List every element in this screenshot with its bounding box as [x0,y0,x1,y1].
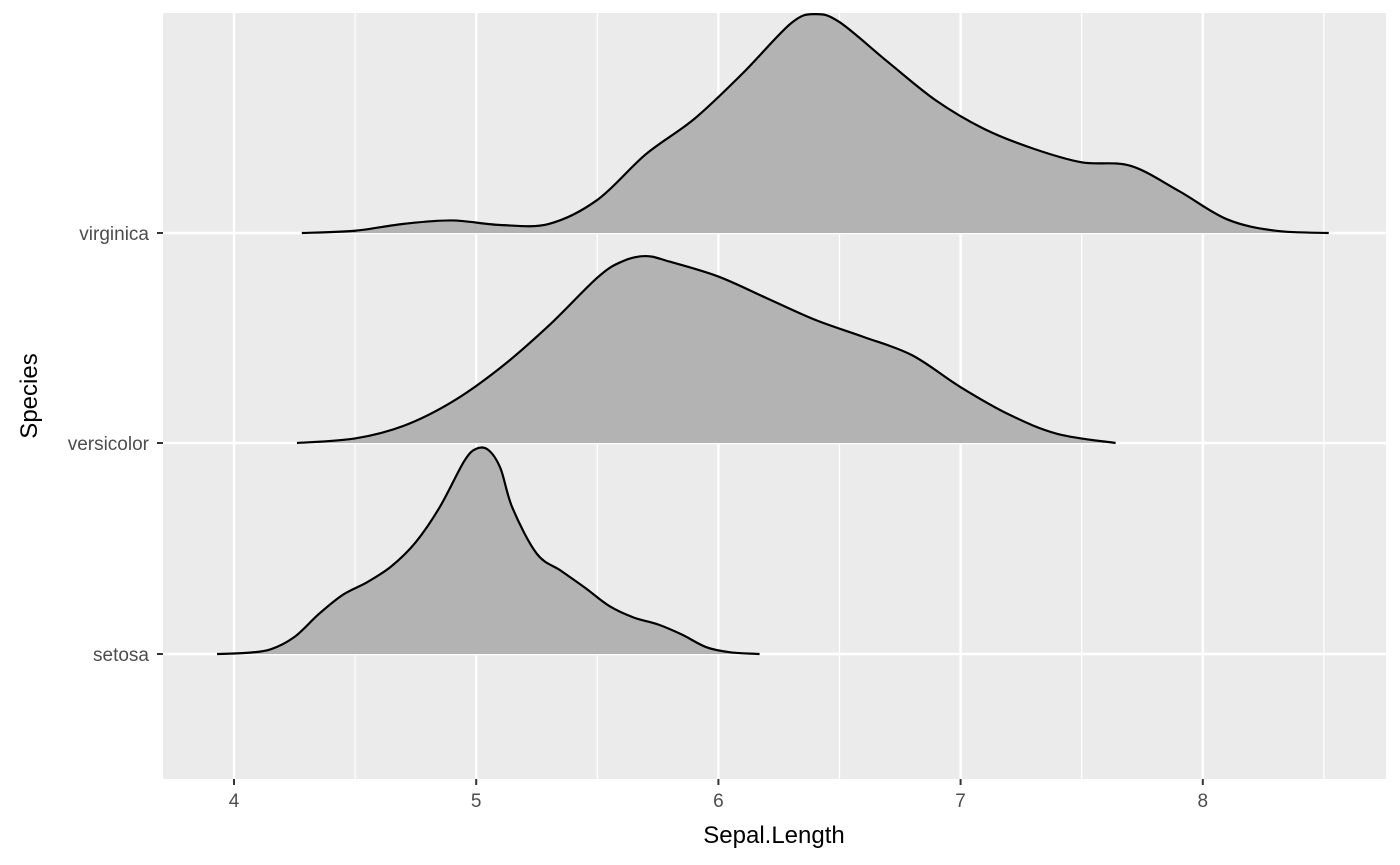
y-axis-title: Species [16,353,43,438]
ridge-line-virginica [301,12,1329,235]
x-tick-label: 7 [955,791,966,812]
density-ridges [217,12,1329,656]
y-tick-label-versicolor: versicolor [68,434,150,455]
x-tick-label: 5 [471,791,482,812]
y-axis-ticks: setosa versicolor virginica [68,224,163,666]
ridge-fill-versicolor [296,256,1116,443]
x-tick-label: 4 [229,791,240,812]
ridge-line-setosa [217,446,760,656]
x-tick-label: 6 [713,791,724,812]
y-tick-label-virginica: virginica [79,224,149,245]
x-axis-ticks: 4 5 6 7 8 [229,779,1208,812]
x-axis-title: Sepal.Length [703,822,844,849]
y-tick-label-setosa: setosa [93,645,149,666]
ridge-fill-virginica [301,14,1329,234]
ridge-line-versicolor [296,254,1116,445]
ridge-fill-setosa [217,447,760,654]
x-tick-label: 8 [1198,791,1209,812]
